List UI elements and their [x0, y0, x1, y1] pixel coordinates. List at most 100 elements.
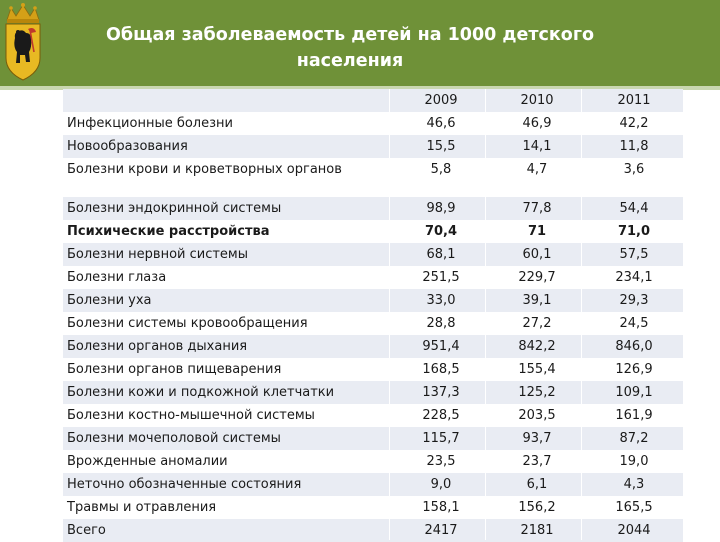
row-label: Инфекционные болезни [67, 116, 233, 131]
year-2011: 2011 [617, 93, 651, 108]
value-cell-2011: 57,5 [619, 247, 649, 262]
table-row: Болезни костно-мышечной системы 228,5 203,… [63, 404, 683, 427]
table-row: Травмы и отравления 158,1 156,2 165,5 [63, 496, 683, 519]
table-row: Врожденные аномалии 23,5 23,7 19,0 [63, 450, 683, 473]
row-label: Болезни кожи и подкожной клетчатки [67, 385, 335, 400]
page-title-line1: Общая заболеваемость детей на 1000 детск… [106, 25, 594, 45]
value-cell-2009: 2417 [424, 523, 458, 538]
value-cell-2009: 5,8 [430, 162, 452, 177]
value-cell-2011: 24,5 [619, 316, 649, 331]
value-cell-2009: 23,5 [426, 454, 456, 469]
row-label: Всего [67, 523, 106, 538]
table-row: Всего 2417 2181 2044 [63, 519, 683, 542]
table-row: Инфекционные болезни 46,6 46,9 42,2 [63, 112, 683, 135]
value-cell-2009: 951,4 [422, 339, 460, 354]
header-bar [0, 0, 720, 86]
row-label: Врожденные аномалии [67, 454, 228, 469]
value-cell-2011: 3,6 [623, 162, 645, 177]
page-title-line2: населения [296, 51, 404, 71]
value-cell-2009: 46,6 [426, 116, 456, 131]
value-cell-2010: 155,4 [518, 362, 556, 377]
table-row: Болезни крови и кроветворных органов 5,8 4… [63, 158, 683, 181]
column-divider [389, 89, 390, 540]
table-row: Болезни уха 33,0 39,1 29,3 [63, 289, 683, 312]
value-cell-2009: 98,9 [426, 201, 456, 216]
value-cell-2011: 846,0 [615, 339, 653, 354]
table-row: Новообразования 15,5 14,1 11,8 [63, 135, 683, 158]
value-cell-2010: 6,1 [526, 477, 548, 492]
row-label: Болезни нервной системы [67, 247, 249, 262]
value-cell-2010: 77,8 [522, 201, 552, 216]
value-cell-2010: 39,1 [522, 293, 552, 308]
value-cell-2009: 70,4 [424, 224, 458, 239]
value-cell-2010: 156,2 [518, 500, 556, 515]
year-header-row: 2009 2010 2011 [63, 89, 683, 112]
table-row: Болезни мочеполовой системы 115,7 93,7 87,2 [63, 427, 683, 450]
table-row: Психические расстройства 70,4 71 71,0 [63, 220, 683, 243]
morbidity-table: 2009 2010 2011 Инфекционные болезни 46,6 4… [63, 89, 683, 542]
value-cell-2011: 54,4 [619, 201, 649, 216]
value-cell-2010: 93,7 [522, 431, 552, 446]
value-cell-2009: 28,8 [426, 316, 456, 331]
group-spacer [63, 181, 683, 197]
value-cell-2011: 29,3 [619, 293, 649, 308]
row-label: Травмы и отравления [67, 500, 217, 515]
row-label: Болезни органов пищеварения [67, 362, 282, 377]
row-label: Новообразования [67, 139, 188, 154]
yaroslavl-coat-of-arms-icon [5, 3, 41, 81]
table-row: Болезни органов дыхания 951,4 842,2 846,0 [63, 335, 683, 358]
value-cell-2009: 15,5 [426, 139, 456, 154]
value-cell-2010: 71 [527, 224, 547, 239]
row-label: Болезни уха [67, 293, 152, 308]
value-cell-2010: 203,5 [518, 408, 556, 423]
row-label: Болезни эндокринной системы [67, 201, 282, 216]
header-divider [0, 86, 720, 90]
value-cell-2009: 115,7 [422, 431, 460, 446]
value-cell-2011: 87,2 [619, 431, 649, 446]
row-label: Болезни мочеполовой системы [67, 431, 281, 446]
row-label: Болезни крови и кроветворных органов [67, 162, 342, 177]
value-cell-2011: 109,1 [615, 385, 653, 400]
page-title: Общая заболеваемость детей на 1000 детск… [60, 22, 640, 74]
table-row: Болезни нервной системы 68,1 60,1 57,5 [63, 243, 683, 266]
value-cell-2010: 125,2 [518, 385, 556, 400]
value-cell-2011: 42,2 [619, 116, 649, 131]
year-2009: 2009 [424, 93, 458, 108]
value-cell-2011: 161,9 [615, 408, 653, 423]
value-cell-2009: 33,0 [426, 293, 456, 308]
value-cell-2010: 14,1 [522, 139, 552, 154]
row-label: Болезни глаза [67, 270, 167, 285]
table-row: Болезни системы кровообращения 28,8 27,2 24… [63, 312, 683, 335]
value-cell-2009: 137,3 [422, 385, 460, 400]
column-divider [581, 89, 582, 540]
table-row: Болезни эндокринной системы 98,9 77,8 54,4 [63, 197, 683, 220]
row-label: Болезни костно-мышечной системы [67, 408, 315, 423]
value-cell-2011: 11,8 [619, 139, 649, 154]
value-cell-2011: 234,1 [615, 270, 653, 285]
table-row: Неточно обозначенные состояния 9,0 6,1 4,3 [63, 473, 683, 496]
year-2010: 2010 [520, 93, 554, 108]
value-cell-2011: 19,0 [619, 454, 649, 469]
row-label: Болезни органов дыхания [67, 339, 248, 354]
row-label: Болезни системы кровообращения [67, 316, 308, 331]
value-cell-2011: 4,3 [623, 477, 645, 492]
value-cell-2010: 23,7 [522, 454, 552, 469]
value-cell-2009: 9,0 [430, 477, 452, 492]
value-cell-2011: 126,9 [615, 362, 653, 377]
value-cell-2009: 251,5 [422, 270, 460, 285]
value-cell-2009: 168,5 [422, 362, 460, 377]
value-cell-2011: 165,5 [615, 500, 653, 515]
table-row: Болезни кожи и подкожной клетчатки 137,3 1… [63, 381, 683, 404]
row-label: Неточно обозначенные состояния [67, 477, 302, 492]
value-cell-2010: 27,2 [522, 316, 552, 331]
row-label: Психические расстройства [67, 224, 270, 239]
value-cell-2010: 4,7 [526, 162, 548, 177]
value-cell-2011: 71,0 [617, 224, 651, 239]
value-cell-2011: 2044 [617, 523, 651, 538]
value-cell-2010: 229,7 [518, 270, 556, 285]
value-cell-2010: 2181 [520, 523, 554, 538]
table-row: Болезни глаза 251,5 229,7 234,1 [63, 266, 683, 289]
value-cell-2009: 158,1 [422, 500, 460, 515]
value-cell-2010: 842,2 [518, 339, 556, 354]
value-cell-2010: 60,1 [522, 247, 552, 262]
